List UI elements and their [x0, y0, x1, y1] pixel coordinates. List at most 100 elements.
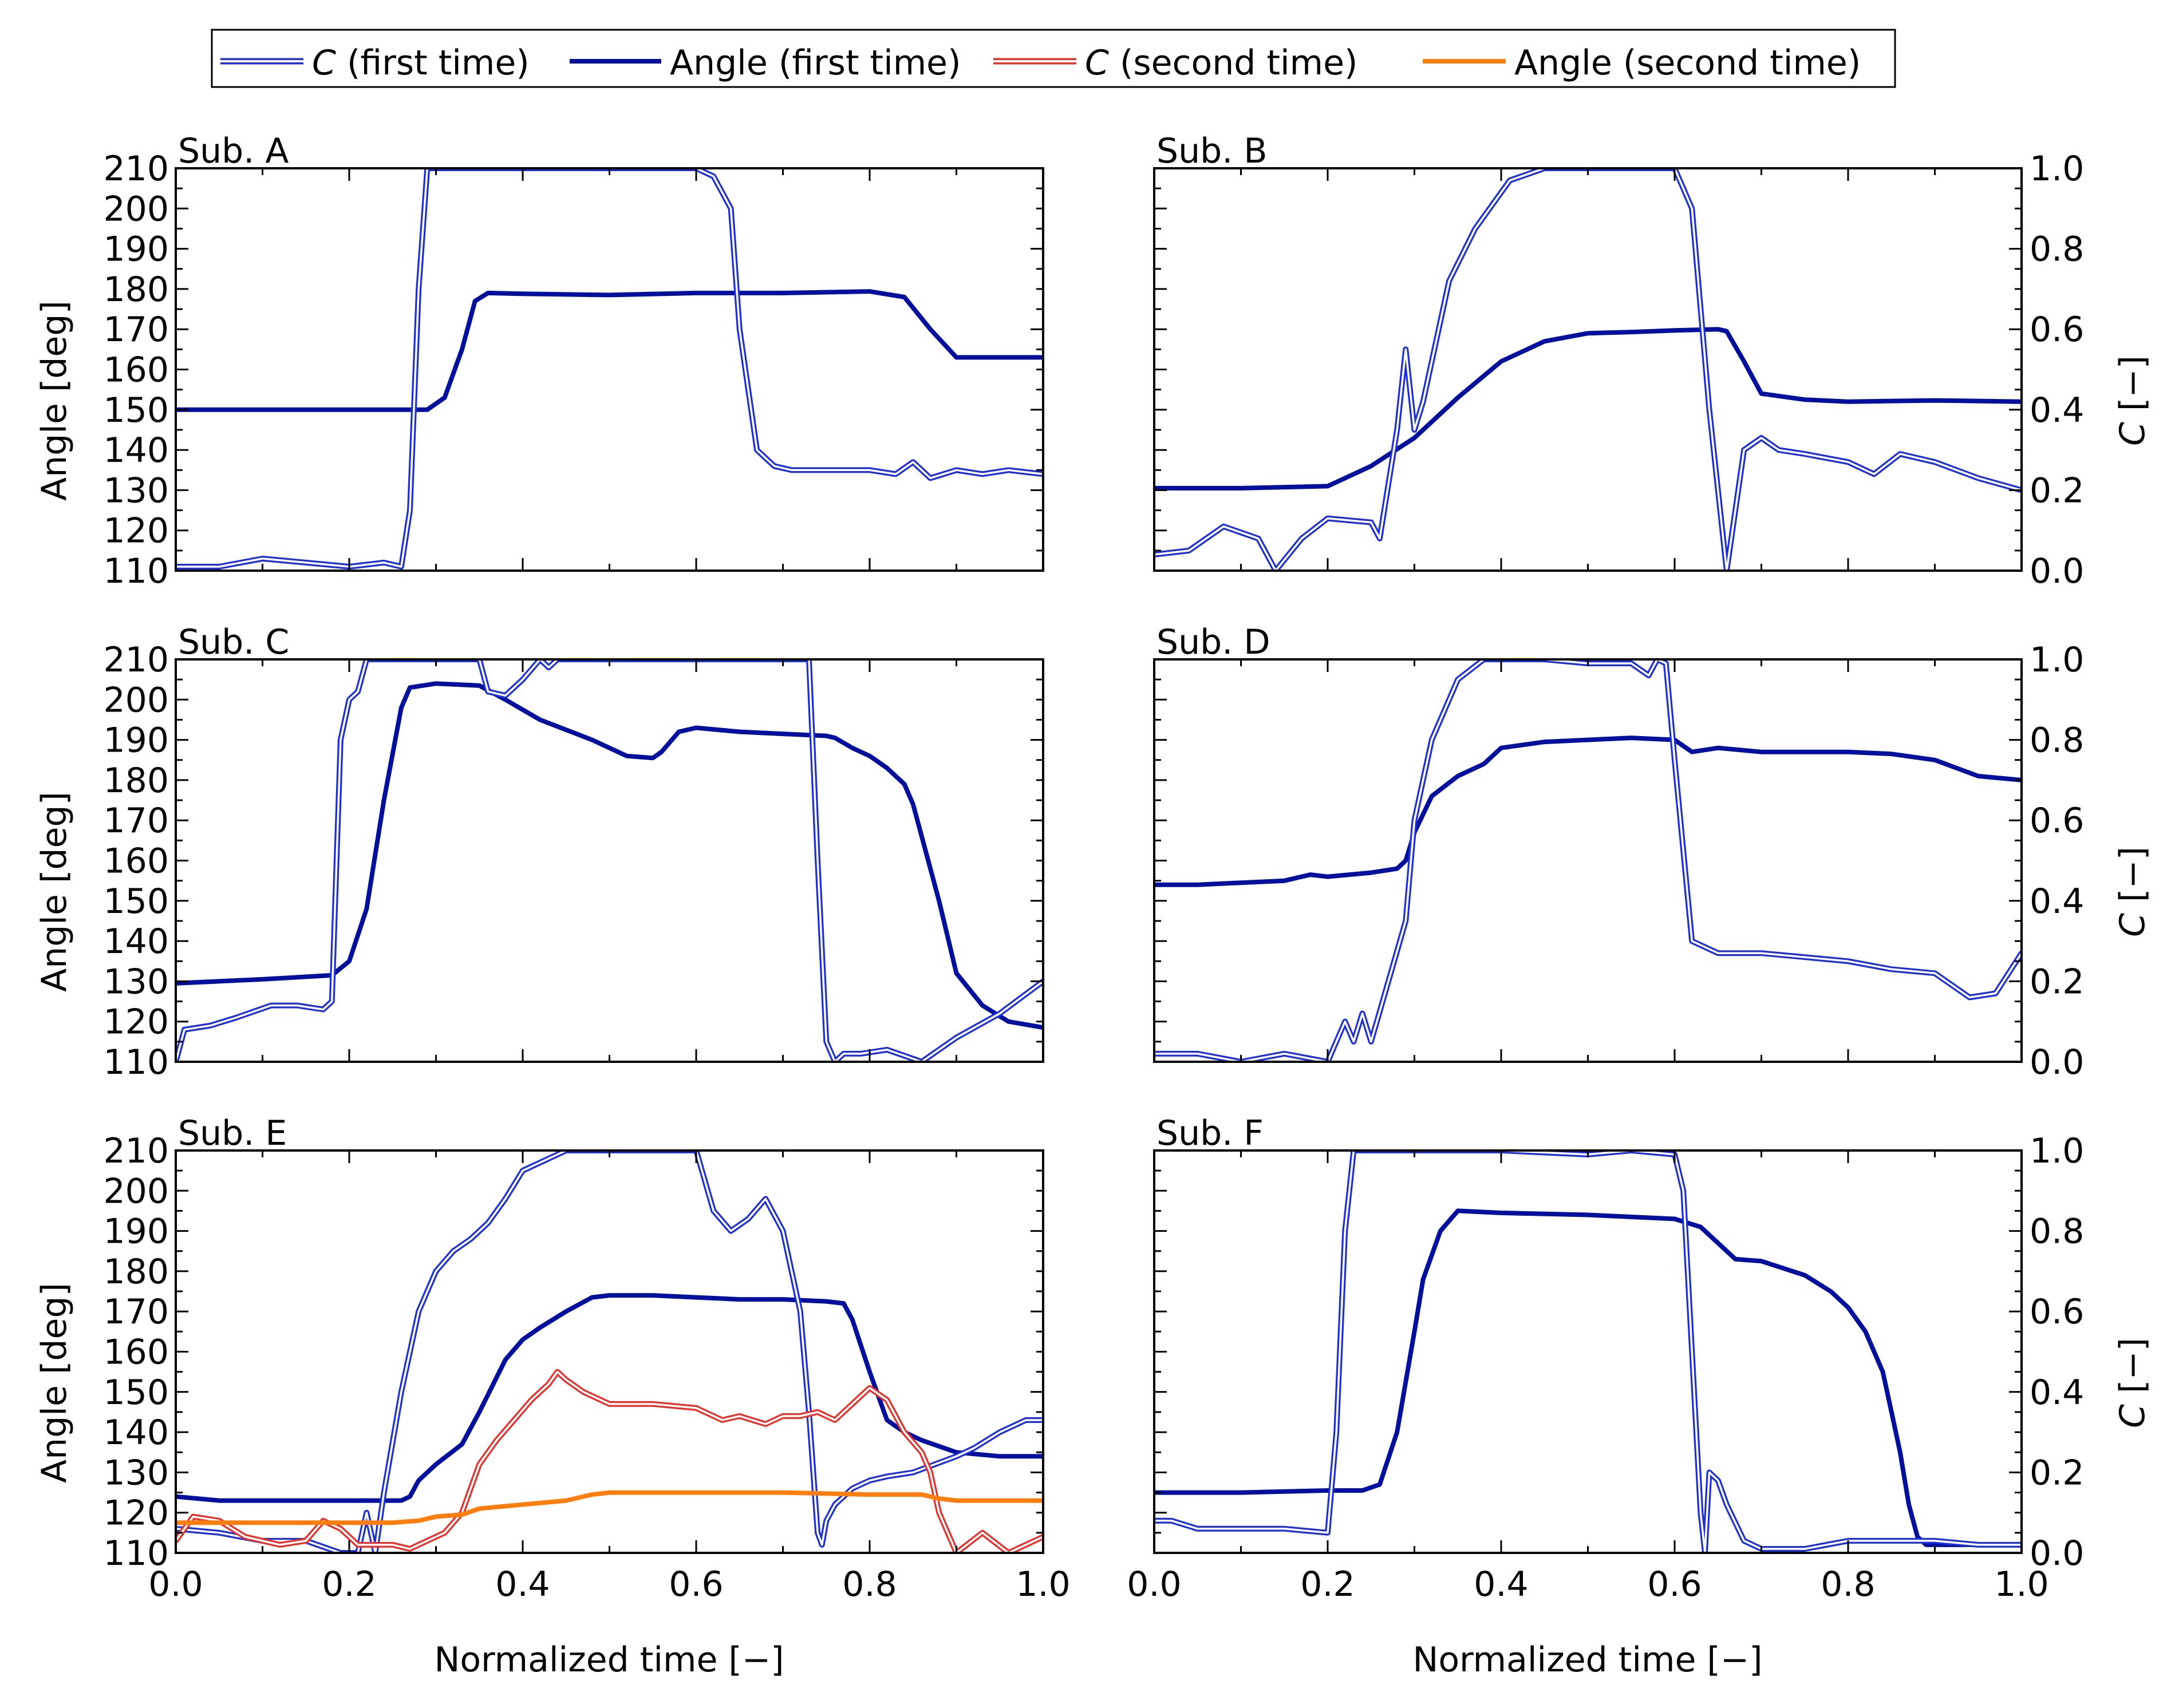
angle-second-line	[176, 1490, 1043, 1525]
c-first-line-core	[176, 168, 1043, 568]
x-tick-label: 0.8	[1821, 1564, 1875, 1604]
legend-entry-c-first: C (first time)	[220, 43, 530, 83]
x-tick-label: 0.4	[495, 1564, 550, 1604]
y-tick-label-left: 190	[103, 230, 169, 270]
panel-title: Sub. E	[178, 1113, 287, 1153]
y-tick-label-left: 130	[103, 1453, 169, 1493]
series-group	[1154, 168, 2022, 571]
legend-label-angle-second: Angle (second time)	[1514, 43, 1861, 83]
ylabel-right-row1: [−]	[2113, 355, 2153, 422]
panel-title: Sub. A	[178, 131, 289, 171]
y-tick-label-right: 1.0	[2030, 640, 2084, 680]
y-tick-label-left: 120	[103, 1493, 169, 1533]
series-group	[176, 659, 1043, 1062]
y-tick-label-left: 190	[103, 721, 169, 761]
panel-title: Sub. F	[1156, 1113, 1264, 1153]
series-group	[176, 168, 1043, 570]
panel-sub-b: 0.0 0.2 0.4 0.6 0.8 1.0 Sub. B	[1153, 131, 2084, 591]
y-tick-label-right: 0.0	[2030, 1533, 2084, 1573]
legend-label-c-first: (first time)	[336, 43, 530, 83]
svg-text:C [−]: C [−]	[2113, 847, 2153, 937]
y-tick-label-right: 0.8	[2030, 1212, 2084, 1252]
y-tick-label-right: 0.2	[2030, 1453, 2084, 1493]
y-tick-label-left: 130	[103, 471, 169, 511]
y-tick-label-left: 190	[103, 1212, 169, 1252]
y-tick-label-right: 0.0	[2030, 1042, 2084, 1082]
y-tick-label-right: 0.4	[2030, 390, 2084, 430]
x-tick-label: 1.0	[1994, 1564, 2048, 1604]
y-tick-label-left: 200	[103, 189, 169, 229]
y-tick-label-left: 200	[103, 680, 169, 720]
c-second-line-core	[176, 1370, 1043, 1553]
ylabel-left-row2: Angle [deg]	[34, 792, 74, 992]
legend-label-c-second: (second time)	[1109, 43, 1358, 83]
x-tick-label: 0.2	[1300, 1564, 1355, 1604]
x-tick-label: 0.6	[669, 1564, 723, 1604]
angle-first-line	[1154, 1208, 2022, 1547]
y-tick-label-right: 0.4	[2030, 881, 2084, 922]
y-tick-label-left: 210	[103, 1131, 169, 1171]
y-tick-label-right: 0.0	[2030, 551, 2084, 591]
ylabel-right-row3-symbol: C	[2113, 1404, 2153, 1428]
y-tick-label-left: 120	[103, 1002, 169, 1042]
svg-text:C (second time): C (second time)	[1085, 43, 1357, 83]
y-tick-label-left: 160	[103, 1333, 169, 1373]
y-tick-label-left: 130	[103, 962, 169, 1002]
y-tick-label-right: 1.0	[2030, 149, 2084, 189]
legend-entry-angle-second: Angle (second time)	[1423, 43, 1861, 83]
legend-label-c-first-symbol: C	[312, 43, 336, 83]
ylabel-right-row1-symbol: C	[2113, 422, 2153, 446]
y-tick-label-left: 170	[103, 801, 169, 841]
y-tick-label-right: 0.6	[2030, 801, 2084, 841]
legend-entry-angle-first: Angle (first time)	[570, 43, 961, 83]
panel-sub-f: 0.0 0.2 0.4 0.6 0.8 1.00.00.20.40.60.81.0Sub.…	[1127, 1113, 2084, 1604]
y-tick-label-right: 1.0	[2030, 1131, 2084, 1171]
y-tick-label-left: 150	[103, 881, 169, 922]
legend-entry-c-second: C (second time)	[993, 43, 1357, 83]
x-tick-label: 0.0	[148, 1564, 203, 1604]
panel-title: Sub. B	[1156, 131, 1268, 171]
ylabel-right-row2: [−]	[2113, 847, 2153, 913]
xlabel-left: Normalized time [−]	[434, 1640, 784, 1680]
y-tick-label-left: 140	[103, 430, 169, 471]
series-group	[176, 1150, 1043, 1553]
y-tick-label-left: 170	[103, 310, 169, 350]
y-tick-label-left: 140	[103, 922, 169, 962]
y-tick-label-left: 210	[103, 149, 169, 189]
y-tick-label-left: 120	[103, 511, 169, 551]
y-tick-label-left: 160	[103, 841, 169, 881]
c-first-line-core	[1154, 659, 2022, 1062]
x-tick-label: 0.6	[1647, 1564, 1702, 1604]
series-group	[1154, 1150, 2022, 1553]
xlabel-right: Normalized time [−]	[1412, 1640, 1762, 1680]
svg-text:C [−]: C [−]	[2113, 355, 2153, 446]
y-tick-label-left: 160	[103, 350, 169, 390]
y-tick-label-left: 210	[103, 640, 169, 680]
y-tick-label-right: 0.6	[2030, 1292, 2084, 1332]
ylabel-left-row1: Angle [deg]	[34, 301, 74, 501]
x-tick-label: 1.0	[1016, 1564, 1070, 1604]
series-group	[1154, 659, 2022, 1062]
y-tick-label-left: 110	[103, 551, 169, 591]
y-tick-label-left: 110	[103, 1533, 169, 1573]
ylabel-right-row2-symbol: C	[2113, 913, 2153, 937]
y-tick-label-right: 0.2	[2030, 962, 2084, 1002]
y-tick-label-left: 150	[103, 390, 169, 430]
y-tick-label-right: 0.2	[2030, 471, 2084, 511]
legend-label-c-second-symbol: C	[1085, 43, 1109, 83]
ylabel-left-row3: Angle [deg]	[34, 1283, 74, 1483]
c-first-line-core	[176, 1150, 1043, 1553]
y-tick-label-left: 200	[103, 1171, 169, 1211]
angle-first-line	[176, 1293, 1043, 1503]
legend: C (first time) Angle (first time) C (sec…	[211, 29, 1896, 88]
angle-first-line	[1154, 736, 2022, 887]
panel-sub-e: 0.0 0.2 0.4 0.6 0.8 1.01101201301401501601701…	[103, 1113, 1070, 1604]
panel-sub-d: 0.0 0.2 0.4 0.6 0.8 1.0 Sub. D	[1153, 622, 2084, 1082]
y-tick-label-left: 150	[103, 1373, 169, 1413]
y-tick-label-left: 180	[103, 1252, 169, 1292]
y-tick-label-left: 170	[103, 1292, 169, 1332]
